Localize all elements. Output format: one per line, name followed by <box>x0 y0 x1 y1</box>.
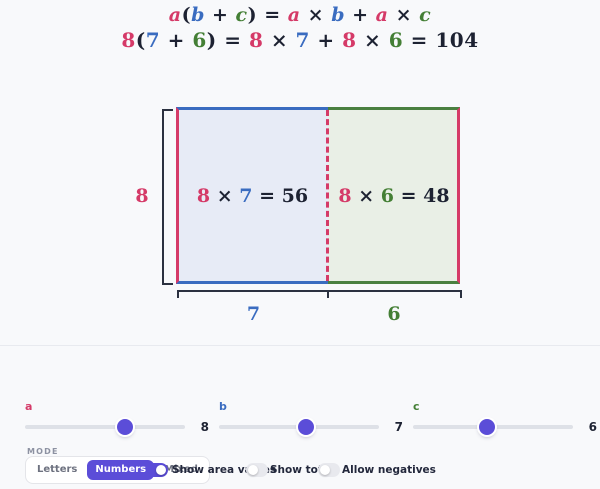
show-total-label: Show total <box>270 464 334 476</box>
slider-a-value: 8 <box>200 420 209 434</box>
show-area-values-toggle[interactable] <box>146 463 168 477</box>
formula-symbolic-b2: b <box>331 4 346 26</box>
formula-symbolic-c1: c <box>235 4 248 26</box>
slider-b-label: b <box>219 400 227 413</box>
allow-negatives-toggle[interactable] <box>318 463 340 477</box>
slider-c-label: c <box>413 400 420 413</box>
formula-symbolic-c2: c <box>419 4 432 26</box>
slider-c-value: 6 <box>588 420 597 434</box>
slider-a-thumb[interactable] <box>117 419 133 435</box>
formula-symbolic: a(b + c) = a × b + a × c <box>168 4 432 26</box>
allow-negatives-label: Allow negatives <box>342 464 436 476</box>
toggle-knob <box>248 465 258 475</box>
slider-b-value: 7 <box>394 420 403 434</box>
mode-heading: MODE <box>27 447 59 456</box>
formula-symbolic-a2: a <box>287 4 301 26</box>
height-label: 8 <box>135 185 149 207</box>
slider-b: b 7 <box>219 400 403 438</box>
mode-option-mixed[interactable]: Mixed <box>156 460 206 480</box>
slider-c-thumb[interactable] <box>479 419 495 435</box>
formula-symbolic-a3: a <box>375 4 389 26</box>
area-region-left <box>176 107 328 284</box>
toggle-knob <box>156 465 166 475</box>
slider-b-thumb[interactable] <box>298 419 314 435</box>
show-total-toggle[interactable] <box>246 463 268 477</box>
right-width-label: 6 <box>387 303 401 325</box>
right-area-value: 8 × 6 = 48 <box>338 185 450 207</box>
formula-symbolic-b1: b <box>191 4 205 26</box>
mode-option-letters[interactable]: Letters <box>29 460 85 480</box>
slider-c: c 6 <box>413 400 597 438</box>
panel-divider <box>0 345 600 346</box>
left-width-label: 7 <box>246 303 261 325</box>
area-region-right <box>328 107 460 284</box>
left-area-value: 8 × 7 = 56 <box>196 185 309 207</box>
formula-symbolic-a1: a <box>168 4 182 26</box>
formula-numeric: 8(7 + 6) = 8 × 7 + 8 × 6 = 104 <box>121 28 479 52</box>
width-bracket-mid-tick <box>327 290 329 298</box>
region-split-dashed-line <box>326 110 329 281</box>
toggle-knob <box>320 465 330 475</box>
slider-a-label: a <box>25 400 33 413</box>
mode-option-numbers[interactable]: Numbers <box>87 460 155 480</box>
width-bracket <box>177 290 462 298</box>
slider-a-track[interactable] <box>25 425 185 429</box>
slider-a: a 8 <box>25 400 209 438</box>
mode-segmented-control: Letters Numbers Mixed <box>25 456 210 484</box>
height-bracket <box>162 109 173 285</box>
